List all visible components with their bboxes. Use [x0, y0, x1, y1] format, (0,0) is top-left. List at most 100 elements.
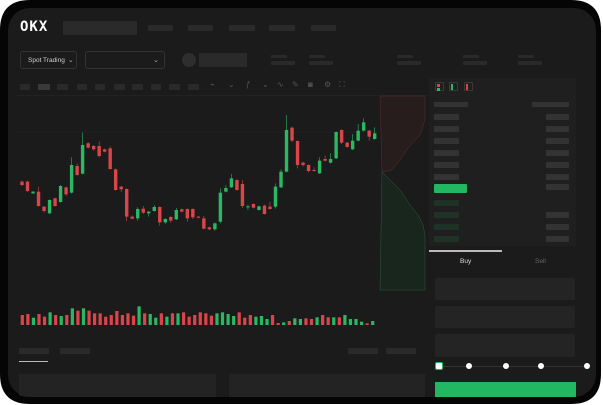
- volume-bar: [270, 315, 275, 325]
- amount-slider-track[interactable]: [439, 366, 587, 367]
- orderbook-asks-icon[interactable]: [464, 82, 473, 91]
- volume-bar: [137, 306, 141, 325]
- ask-price: [434, 174, 459, 180]
- volume-bar: [54, 315, 58, 325]
- candle: [317, 160, 322, 174]
- candle: [31, 191, 35, 194]
- volume-bar: [170, 313, 175, 325]
- volume-bar: [265, 319, 269, 325]
- candle: [262, 205, 267, 214]
- candle: [367, 130, 371, 137]
- orderbook-bids-icon[interactable]: [449, 82, 458, 91]
- volume-bar: [70, 308, 74, 325]
- amount-input[interactable]: [435, 306, 575, 328]
- timeframe-button[interactable]: [57, 84, 68, 90]
- candle: [191, 209, 195, 218]
- buy-button[interactable]: [435, 382, 576, 397]
- candle: [169, 217, 173, 221]
- candle: [25, 181, 30, 191]
- volume-bar: [176, 313, 180, 325]
- timeframe-button[interactable]: [188, 84, 199, 90]
- tab-sell[interactable]: Sell: [535, 258, 546, 265]
- volume-bar: [59, 316, 63, 325]
- tab-open-orders[interactable]: [19, 348, 49, 354]
- candle: [102, 149, 107, 152]
- bid-amount: [546, 224, 569, 230]
- volume-bar: [93, 313, 97, 325]
- candle: [185, 209, 190, 219]
- volume-bar: [215, 313, 219, 325]
- volume-bar: [354, 319, 358, 325]
- bid-price: [434, 236, 459, 242]
- candle: [158, 207, 162, 223]
- timeframe-button[interactable]: [38, 84, 50, 90]
- ask-amount: [546, 162, 569, 168]
- candle: [279, 171, 283, 188]
- slider-step-25[interactable]: [466, 363, 472, 369]
- candle: [69, 165, 74, 193]
- candle: [334, 132, 338, 159]
- candle: [312, 170, 316, 171]
- slider-handle[interactable]: [435, 362, 443, 370]
- volume-bar: [181, 312, 186, 325]
- timeframe-button[interactable]: [20, 84, 30, 90]
- candle: [246, 206, 250, 208]
- timeframe-button[interactable]: [114, 84, 125, 90]
- candle: [251, 204, 256, 208]
- active-tab-indicator: [429, 250, 502, 252]
- candle: [130, 216, 134, 219]
- volume-bar: [371, 321, 375, 325]
- candle: [64, 187, 68, 195]
- total-input[interactable]: [435, 334, 575, 357]
- slider-step-50[interactable]: [503, 363, 509, 369]
- volume-bar: [276, 323, 280, 325]
- candle: [202, 218, 206, 229]
- candle: [163, 219, 167, 223]
- tab-order-history[interactable]: [60, 348, 90, 354]
- volume-bar: [31, 317, 36, 325]
- timeframe-button[interactable]: [77, 84, 87, 90]
- candle: [361, 122, 366, 131]
- volume-bar: [42, 316, 47, 325]
- orderbook-both-icon[interactable]: [435, 82, 444, 91]
- volume-bar: [159, 313, 163, 325]
- candle: [75, 166, 79, 175]
- ask-amount: [546, 150, 569, 156]
- candle: [350, 140, 355, 150]
- spread-value: [546, 184, 569, 190]
- volume-bar: [282, 322, 286, 325]
- candle: [207, 227, 212, 230]
- volume-bar: [293, 318, 297, 325]
- timeframe-button[interactable]: [151, 84, 161, 90]
- volume-bar: [20, 315, 24, 325]
- bid-price: [434, 200, 459, 206]
- filter-button[interactable]: [348, 348, 378, 354]
- volume-bar: [98, 313, 102, 325]
- candle: [284, 130, 289, 172]
- slider-step-75[interactable]: [538, 363, 544, 369]
- ask-price: [434, 150, 459, 156]
- slider-step-100[interactable]: [584, 363, 590, 369]
- candle: [113, 169, 118, 190]
- volume-bar: [154, 317, 158, 325]
- candle: [229, 178, 234, 188]
- price-input[interactable]: [435, 278, 575, 300]
- volume-bar: [359, 321, 364, 325]
- timeframe-button[interactable]: [169, 84, 180, 90]
- candle: [20, 181, 24, 185]
- volume-bar: [332, 317, 336, 325]
- filter-button[interactable]: [386, 348, 416, 354]
- candle: [180, 209, 184, 212]
- volume-bar: [304, 318, 308, 325]
- volume-bar: [326, 317, 330, 325]
- orderbook-header-price: [434, 102, 468, 107]
- candle: [345, 142, 349, 147]
- timeframe-button[interactable]: [132, 84, 143, 90]
- candle: [257, 206, 261, 210]
- tab-buy[interactable]: Buy: [460, 258, 472, 265]
- volume-bar: [187, 316, 191, 325]
- ask-price: [434, 126, 459, 132]
- volume-bar: [226, 314, 230, 325]
- timeframe-button[interactable]: [95, 84, 105, 90]
- volume-bar: [131, 315, 136, 325]
